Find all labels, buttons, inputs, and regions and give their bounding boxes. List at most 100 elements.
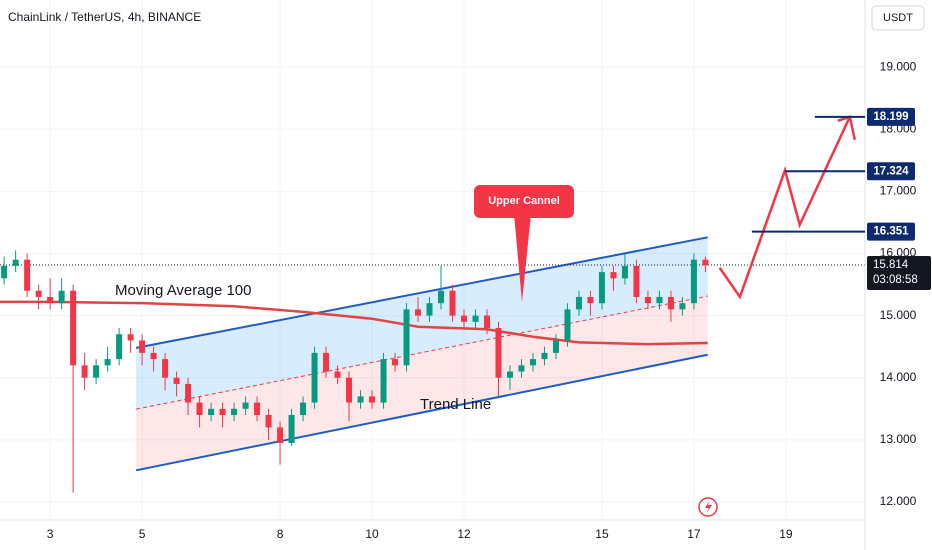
level-label-box	[867, 222, 915, 241]
y-tick-label: 19.000	[880, 59, 917, 73]
chart-title: ChainLink / TetherUS, 4h, BINANCE	[8, 10, 201, 24]
icon-circle	[698, 497, 718, 517]
candle-body	[162, 359, 169, 378]
candle-body	[644, 296, 651, 304]
currency-box[interactable]	[871, 5, 925, 31]
moving-average-label: Moving Average 100	[115, 282, 252, 299]
candle-body	[116, 334, 123, 360]
candle-body	[208, 408, 215, 416]
candle-body	[415, 309, 422, 316]
level-label: 16.351	[873, 226, 909, 238]
callout-box	[474, 185, 574, 218]
candle-body	[483, 315, 490, 329]
candle-body	[81, 365, 88, 378]
alert-icon[interactable]	[698, 497, 718, 517]
candle-body	[564, 309, 571, 341]
candle-body	[219, 408, 226, 416]
level-label: 17.324	[873, 165, 909, 177]
candle-body	[93, 365, 100, 378]
trend-line-label: Trend Line	[420, 396, 491, 413]
x-tick-label: 12	[457, 527, 471, 541]
candle-body	[426, 303, 433, 316]
callout-label: Upper Cannel	[488, 195, 560, 207]
candle-body	[679, 303, 686, 310]
candle-body	[357, 396, 364, 403]
currency: USDT	[883, 12, 913, 24]
candle-body	[185, 383, 192, 403]
candle-body	[690, 259, 697, 304]
candle-body	[392, 359, 399, 366]
candle-body	[104, 359, 111, 366]
x-tick-label: 17	[687, 527, 701, 541]
candle-body	[552, 340, 559, 353]
y-tick-label: 13.000	[880, 432, 917, 446]
candle-body	[403, 309, 410, 366]
channel-upper-fill	[136, 237, 708, 410]
x-tick-label: 10	[365, 527, 379, 541]
plot	[0, 115, 865, 493]
candle-body	[587, 296, 594, 304]
candle-body	[150, 352, 157, 360]
candle-body	[472, 315, 479, 322]
candle-body	[541, 352, 548, 360]
y-tick-label: 14.000	[880, 370, 917, 384]
candle-body	[346, 377, 353, 403]
projection	[718, 116, 851, 300]
candle-body	[242, 402, 249, 409]
x-tick-label: 19	[779, 527, 793, 541]
candle-body	[70, 290, 77, 366]
candle-body	[667, 296, 674, 310]
candle-body	[633, 265, 640, 297]
candle-body	[449, 290, 456, 316]
candle-body	[139, 340, 146, 353]
candle-body	[529, 359, 536, 366]
candle-body	[300, 402, 307, 416]
candle-body	[47, 296, 54, 304]
countdown: 03:08:58	[873, 274, 918, 286]
channel-mid-line	[136, 295, 708, 410]
candle-body	[598, 272, 605, 304]
candle-body	[265, 415, 272, 428]
candle-body	[231, 408, 238, 416]
candle-body	[127, 334, 134, 341]
moving-average	[0, 300, 708, 346]
candle-body	[656, 296, 663, 304]
candle-body	[196, 402, 203, 416]
candle-body	[518, 365, 525, 372]
candle-body	[173, 377, 180, 384]
callout-pointer	[514, 214, 531, 302]
channel-upper-line	[135, 236, 708, 349]
candle-body	[438, 290, 445, 304]
y-tick-label: 12.000	[880, 494, 917, 508]
y-tick-label: 15.000	[880, 308, 917, 322]
candle-body	[24, 259, 31, 291]
candle-body	[311, 352, 318, 403]
level-label-box	[867, 107, 915, 126]
candle-body	[610, 272, 617, 279]
candle-body	[702, 259, 709, 266]
candle-body	[334, 371, 341, 378]
candle-body	[621, 265, 628, 279]
candle-body	[575, 296, 582, 310]
candle-body	[288, 415, 295, 443]
last-price-label: 15.814	[873, 259, 909, 271]
candle-body	[506, 371, 513, 378]
candle-body	[254, 402, 261, 416]
candle-body	[369, 396, 376, 403]
candle-body	[12, 259, 19, 266]
candle-body	[1, 265, 8, 279]
y-tick-label: 17.000	[880, 184, 917, 198]
candle-body	[35, 290, 42, 297]
x-tick-label: 5	[139, 527, 146, 541]
candle-body	[380, 359, 387, 403]
x-tick-label: 15	[595, 527, 609, 541]
channel-lower-line	[135, 353, 708, 472]
candle-body	[495, 328, 502, 378]
level-label: 18.199	[873, 111, 908, 123]
x-tick-label: 3	[47, 527, 54, 541]
candle-body	[277, 427, 284, 443]
candle-body	[323, 352, 330, 372]
candle-body	[58, 290, 65, 304]
